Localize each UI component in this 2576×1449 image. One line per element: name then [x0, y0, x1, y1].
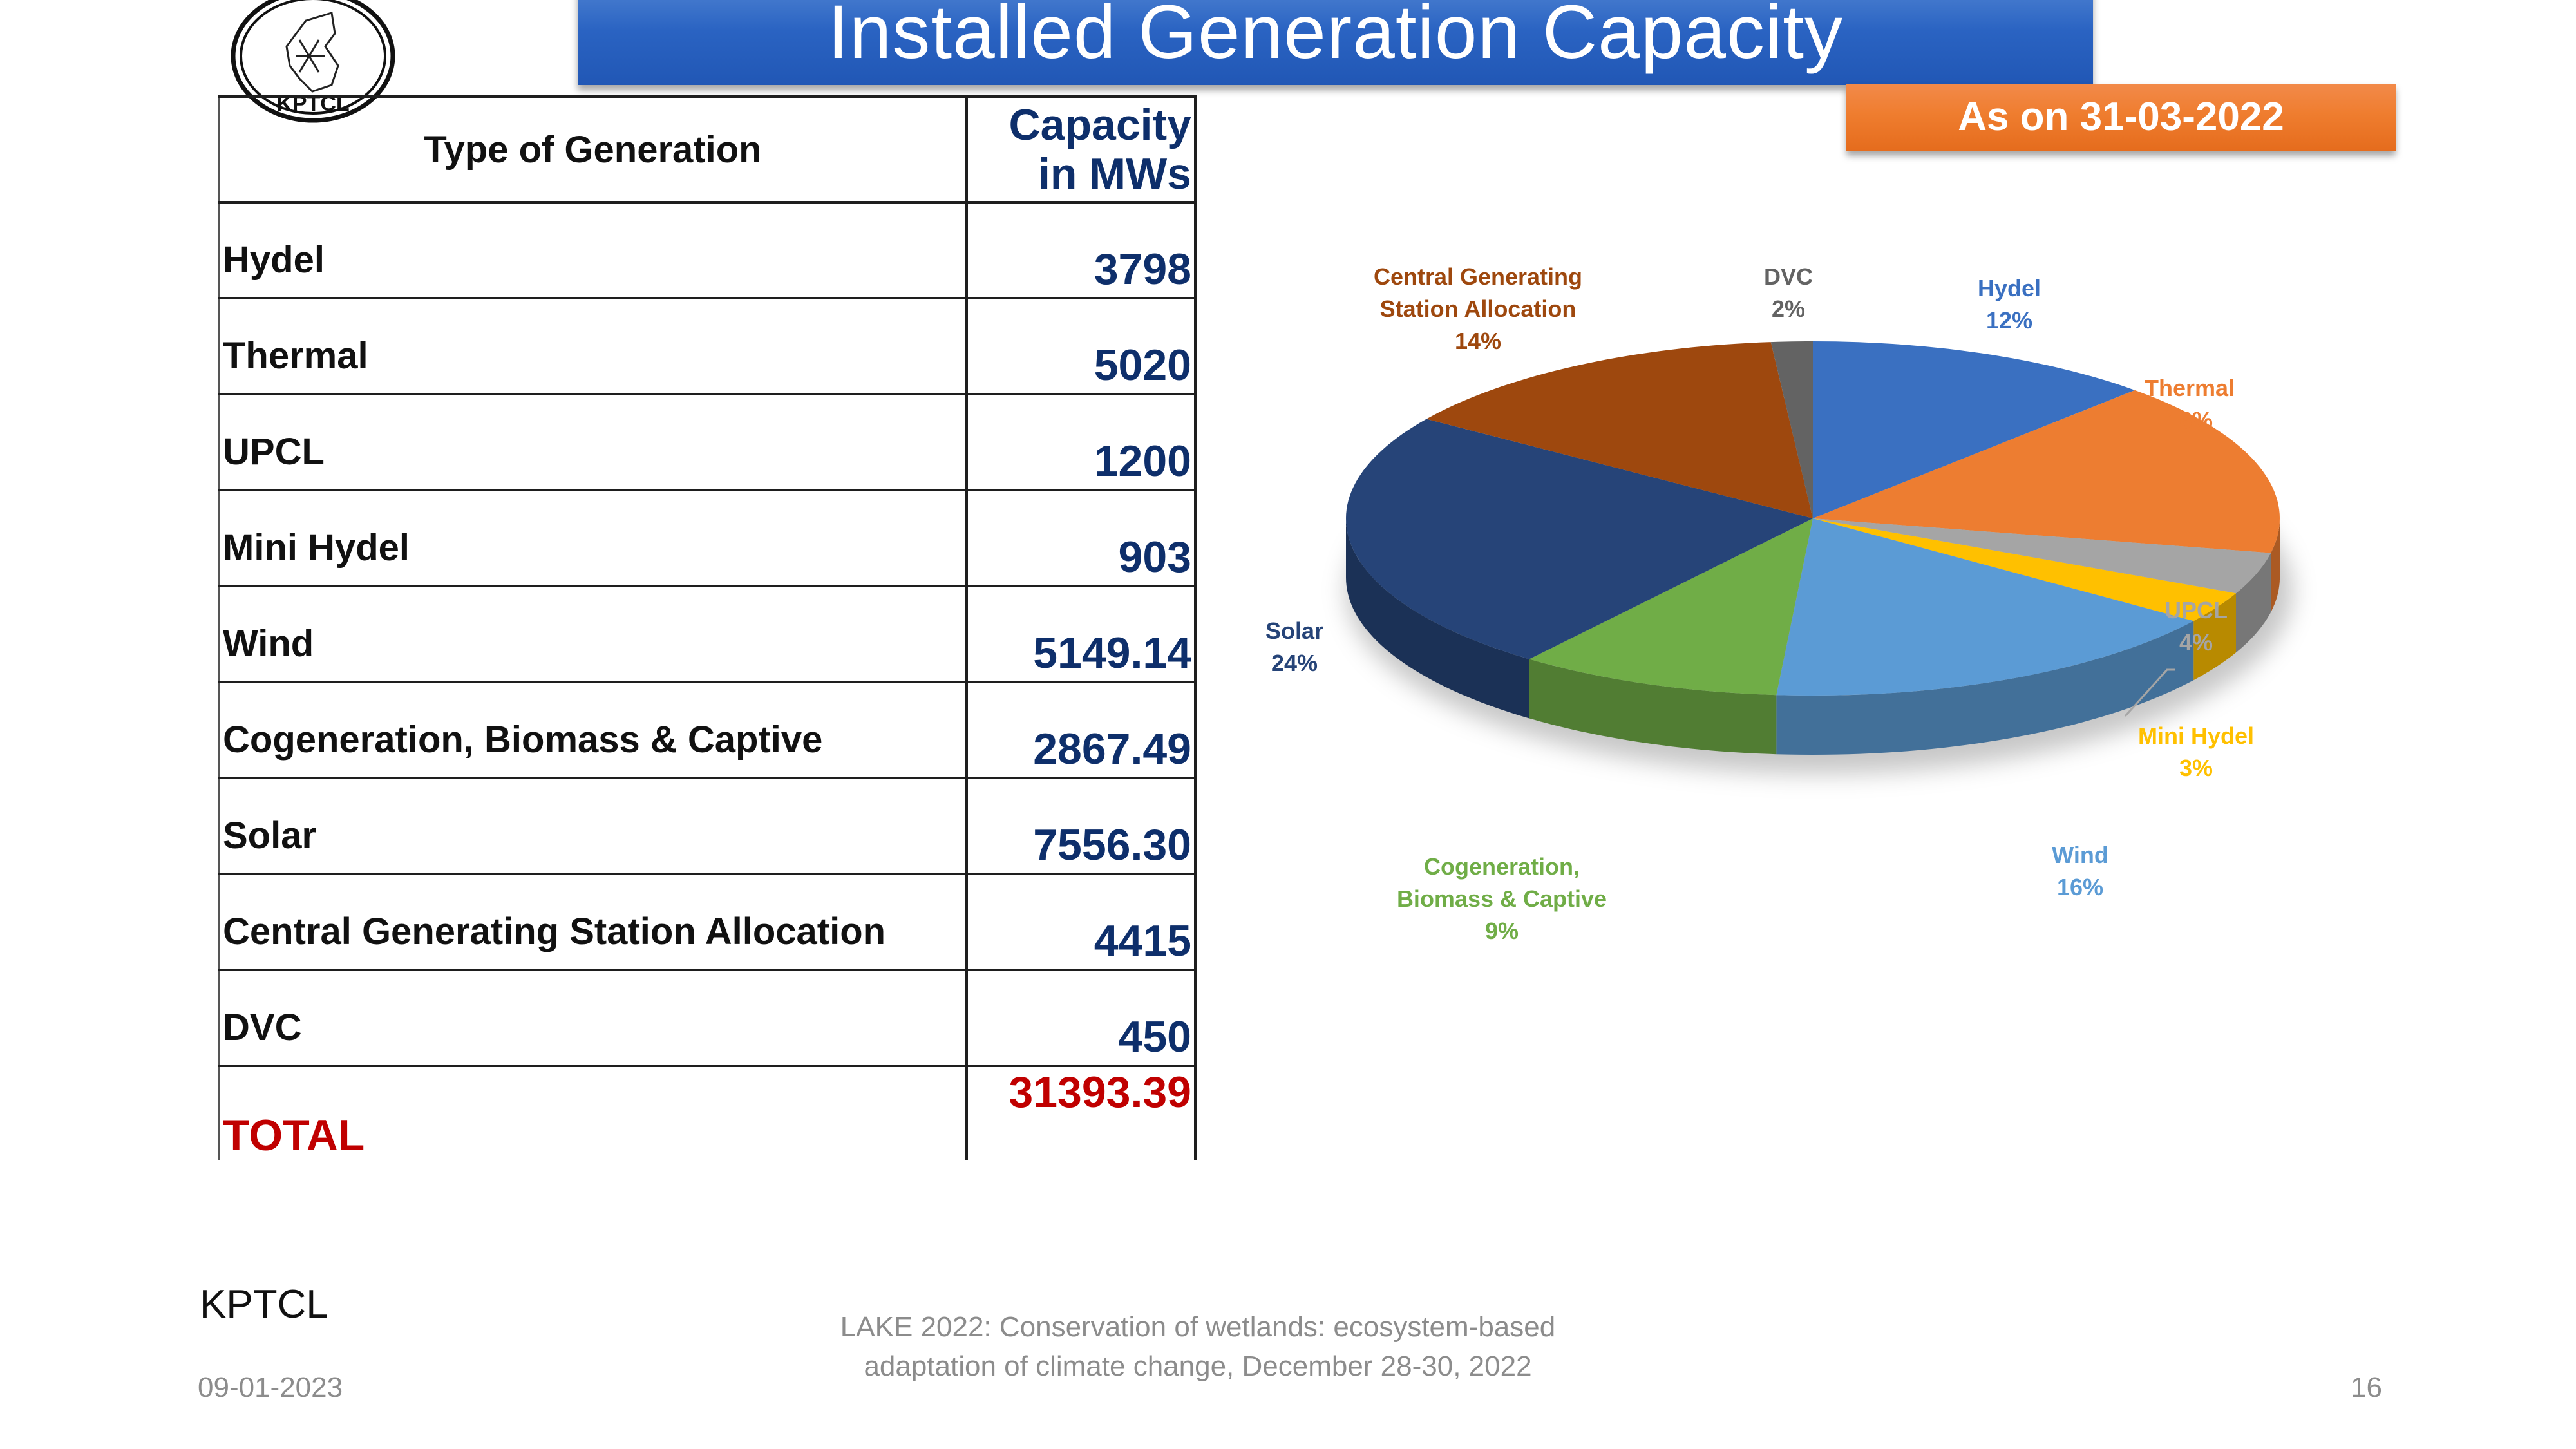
capacity-cell: 4415 — [965, 873, 1197, 971]
capacity-cell: 5149.14 — [965, 585, 1197, 683]
capacity-value: 5020 — [1094, 341, 1191, 390]
footer-event: LAKE 2022: Conservation of wetlands: eco… — [799, 1307, 1597, 1386]
table-total-row: TOTAL 31393.39 — [218, 1065, 1197, 1160]
table-row: Mini Hydel 903 — [218, 489, 1197, 587]
table-row: DVC 450 — [218, 969, 1197, 1067]
pie-slice-upcl — [1813, 518, 2271, 594]
capacity-table: Type of Generation Capacity in MWs Hydel… — [218, 95, 1197, 1160]
pie-label-solar: Solar 24% — [1265, 618, 1323, 676]
generation-type-cell: Cogeneration, Biomass & Captive — [218, 681, 968, 779]
generation-type-cell: UPCL — [218, 393, 968, 491]
pie-side-cogeneration-biomass-captive — [1529, 659, 1777, 755]
capacity-value: 5149.14 — [1033, 629, 1191, 677]
table-row: UPCL 1200 — [218, 393, 1197, 491]
pie-slice-hydel — [1813, 341, 2135, 518]
total-value-cell: 31393.39 — [965, 1065, 1197, 1160]
capacity-cell: 903 — [965, 489, 1197, 587]
pie-slice-mini-hydel — [1813, 518, 2236, 621]
pie-slice-dvc — [1770, 341, 1813, 518]
header-type-of-generation: Type of Generation — [218, 95, 968, 204]
pie-side-wind — [1776, 621, 2194, 755]
table-row: Solar 7556.30 — [218, 777, 1197, 875]
pie-side-solar — [1346, 518, 1530, 719]
generation-type: UPCL — [223, 431, 325, 473]
capacity-value: 7556.30 — [1033, 820, 1191, 869]
pie-slice-thermal — [1813, 390, 2280, 553]
generation-type-cell: Hydel — [218, 201, 968, 299]
generation-type: Hydel — [223, 239, 325, 281]
pie-label-upcl: UPCL 4% — [2164, 597, 2228, 656]
slide-title: Installed Generation Capacity — [578, 0, 2093, 85]
generation-type-cell: Mini Hydel — [218, 489, 968, 587]
table-row: Thermal 5020 — [218, 297, 1197, 395]
capacity-value: 2867.49 — [1033, 724, 1191, 773]
generation-type-cell: Solar — [218, 777, 968, 875]
pie-label-hydel: Hydel 12% — [1978, 275, 2041, 334]
pie-side-upcl — [2236, 553, 2271, 653]
total-value: 31393.39 — [1009, 1068, 1191, 1117]
generation-type: Wind — [223, 623, 314, 665]
table-row: Hydel 3798 — [218, 201, 1197, 299]
generation-type-cell: DVC — [218, 969, 968, 1067]
generation-type-cell: Thermal — [218, 297, 968, 395]
pie-label-wind: Wind 16% — [2052, 842, 2108, 900]
footer-event-line-2: adaptation of climate change, December 2… — [864, 1350, 1532, 1382]
pie-side-mini-hydel — [2193, 593, 2236, 681]
as-on-date-badge: As on 31-03-2022 — [1846, 84, 2396, 151]
table-row: Central Generating Station Allocation 441… — [218, 873, 1197, 971]
pie-chart-svg: Hydel 12% Thermal 16% UPCL 4% Mini Hydel 3% Wind… — [1265, 263, 2293, 944]
capacity-cell: 7556.30 — [965, 777, 1197, 875]
capacity-cell: 450 — [965, 969, 1197, 1067]
pie-label-mini-hydel: Mini Hydel 3% — [2138, 723, 2254, 781]
generation-type-cell: Wind — [218, 585, 968, 683]
total-label: TOTAL — [223, 1111, 365, 1160]
pie-label-dvc: DVC 2% — [1764, 263, 1813, 322]
generation-type: Mini Hydel — [223, 527, 410, 569]
capacity-cell: 5020 — [965, 297, 1197, 395]
capacity-cell: 1200 — [965, 393, 1197, 491]
generation-type: Solar — [223, 815, 317, 857]
capacity-value: 1200 — [1094, 437, 1191, 486]
pie-slice-solar — [1346, 419, 1813, 659]
header-capacity: Capacity in MWs — [965, 95, 1197, 204]
table-row: Cogeneration, Biomass & Captive 2867.49 — [218, 681, 1197, 779]
pie-side-thermal — [2271, 518, 2280, 612]
capacity-value: 903 — [1118, 533, 1191, 582]
pie-label-thermal: Thermal 16% — [2145, 375, 2235, 433]
capacity-value: 4415 — [1094, 916, 1191, 965]
page-number: 16 — [2351, 1372, 2382, 1403]
pie-slice-cogeneration-biomass-captive — [1529, 518, 1813, 696]
capacity-cell: 3798 — [965, 201, 1197, 299]
upcl-leader-line — [2124, 668, 2175, 717]
pie-slice-central-generating-station-allocation — [1426, 342, 1813, 518]
generation-type: Cogeneration, Biomass & Captive — [223, 719, 823, 761]
capacity-cell: 2867.49 — [965, 681, 1197, 779]
generation-type: Thermal — [223, 335, 368, 377]
table-header-row: Type of Generation Capacity in MWs — [218, 95, 1197, 204]
generation-type-cell: Central Generating Station Allocation — [218, 873, 968, 971]
pie-slice-wind — [1776, 518, 2194, 696]
total-label-cell: TOTAL — [218, 1065, 968, 1160]
pie-label-cogeneration-biomass-captive: Cogeneration, Biomass & Captive 9% — [1397, 853, 1607, 944]
capacity-value: 3798 — [1094, 245, 1191, 294]
footer-date: 09-01-2023 — [198, 1372, 343, 1403]
capacity-value: 450 — [1118, 1012, 1191, 1061]
pie-label-central-generating-station-allocation: Central Generating Station Allocation 14% — [1374, 263, 1582, 354]
table-row: Wind 5149.14 — [218, 585, 1197, 683]
capacity-pie-chart: Hydel 12% Thermal 16% UPCL 4% Mini Hydel 3% Wind… — [1224, 245, 2447, 985]
footer-event-line-1: LAKE 2022: Conservation of wetlands: eco… — [840, 1311, 1556, 1343]
footer-organization: KPTCL — [200, 1282, 328, 1327]
generation-type: DVC — [223, 1007, 302, 1048]
generation-type: Central Generating Station Allocation — [223, 911, 886, 952]
